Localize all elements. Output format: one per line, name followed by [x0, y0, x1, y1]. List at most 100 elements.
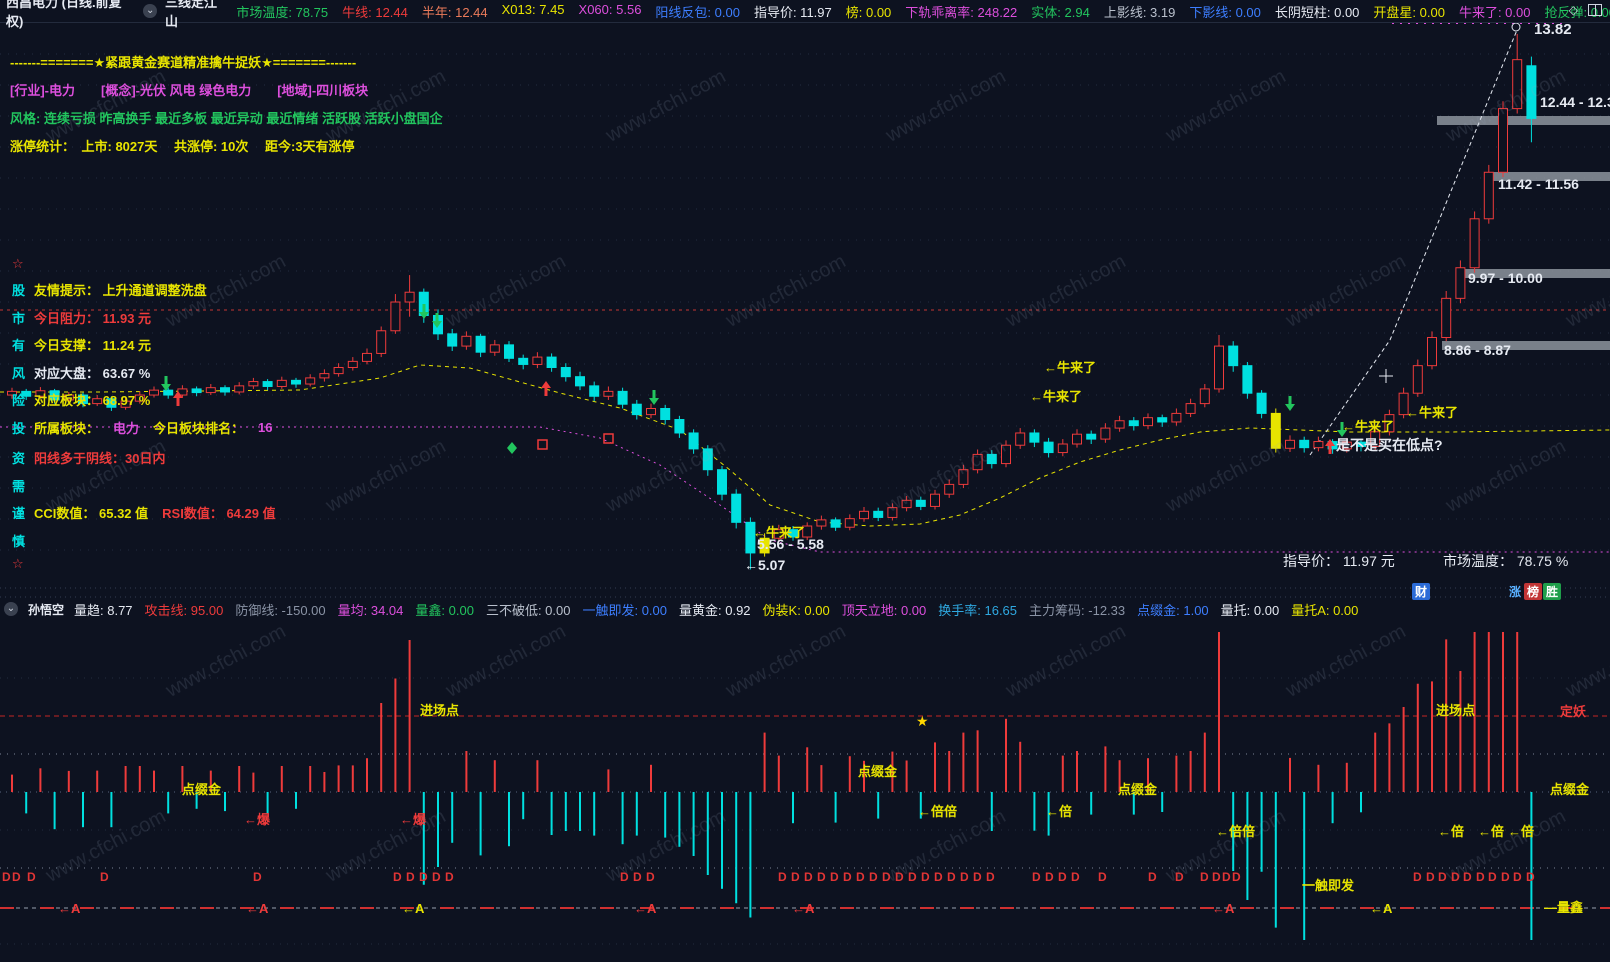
side-row: ☆ [12, 556, 34, 572]
board-name: 三线定江山 [165, 0, 218, 29]
side-vertical-char: 谨 [12, 506, 26, 521]
guide-price-label: 指导价： 11.97 元 [1283, 553, 1395, 569]
a-signal-marker: ←A [792, 901, 815, 916]
d-signal-letter: D [1200, 870, 1209, 884]
signal-annotation: ←倍 [1046, 804, 1073, 819]
d-signal-letter: D [1526, 870, 1535, 884]
side-vertical-char: 股 [12, 283, 26, 298]
d-signal-letter: D [908, 870, 917, 884]
sub-indicator-量鑫: 量鑫: 0.00 [415, 602, 474, 618]
signal-annotation: 一触即发 [1302, 878, 1355, 893]
d-signal-letter: D [1463, 870, 1472, 884]
side-row: 慎 [12, 531, 34, 550]
sub-indicator-换手率: 换手率: 16.65 [938, 602, 1018, 618]
signal-annotation: ←倍 [1508, 824, 1535, 839]
banner-slogan: -------=======★紧跟黄金赛道精准擒牛捉妖★=======-----… [10, 55, 357, 70]
d-signal-letter: D [1222, 870, 1231, 884]
indicator-阳线反包: 阳线反包: 0.00 [655, 4, 740, 20]
side-row: 需 [12, 476, 34, 495]
indicator-上影线: 上影线: 3.19 [1103, 4, 1176, 20]
sub-indicator-顶天立地: 顶天立地: 0.00 [841, 602, 927, 618]
d-signal-letter: D [1476, 870, 1485, 884]
d-signal-letter: D [1413, 870, 1422, 884]
d-signal-letter: D [843, 870, 852, 884]
side-info-text: 今日阻力： 11.93 元 [34, 311, 152, 326]
signal-annotation: ←倍 [1478, 824, 1505, 839]
side-vertical-char: ☆ [12, 556, 24, 571]
price-annotation: ←牛来了 [753, 525, 806, 540]
window-split-icon[interactable] [1588, 4, 1602, 16]
d-signal-letter: D [1148, 870, 1157, 884]
d-signal-letter: D [633, 870, 642, 884]
d-signal-letter: D [432, 870, 441, 884]
price-annotation: ←牛来了 [1406, 405, 1459, 420]
sub-indicator-防御线: 防御线: -150.00 [235, 602, 326, 618]
indicator-指导价: 指导价: 11.97 [753, 4, 832, 20]
side-info-text: 阳线多于阴线：30日内 [34, 451, 166, 466]
price-annotation: 13.82 [1534, 21, 1572, 38]
d-signal-letter: D [1045, 870, 1054, 884]
sub-indicator-一触即发: 一触即发: 0.00 [582, 602, 667, 618]
signal-annotation: 进场点 [1436, 703, 1476, 718]
signal-annotation: 定妖 [1560, 704, 1587, 719]
signal-annotation: —量鑫 [1544, 900, 1584, 915]
side-info-text: 今日板块排名： [153, 421, 245, 436]
d-signal-letter: D [960, 870, 969, 884]
d-signal-letter: D [100, 870, 109, 884]
side-info-text: CCI数值： 65.32 值 [34, 506, 149, 521]
side-vertical-char: 慎 [12, 534, 26, 549]
d-signal-letter: D [620, 870, 629, 884]
side-row: 市今日阻力： 11.93 元 [12, 308, 165, 327]
d-signal-letter: D [791, 870, 800, 884]
d-signal-letter: D [445, 870, 454, 884]
d-signal-letter: D [2, 870, 11, 884]
side-info-text: 对应板块： 68.97 % [34, 393, 151, 408]
price-annotation: 9.97 - 10.00 [1468, 270, 1543, 286]
market-temp-label: 市场温度： 78.75 % [1443, 553, 1569, 569]
indicator-下影线: 下影线: 0.00 [1189, 4, 1261, 20]
price-annotation: ←牛来了 [1044, 360, 1097, 375]
side-vertical-char: 市 [12, 311, 26, 326]
sub-indicator-量托: 量托: 0.00 [1220, 602, 1280, 618]
sub-indicator-主力筹码: 主力筹码: -12.33 [1029, 602, 1126, 618]
signal-annotation: 点缀金 [1118, 782, 1158, 797]
side-vertical-char: 投 [12, 421, 26, 436]
quick-badge-财[interactable]: 财 [1412, 583, 1431, 600]
d-signal-letter: D [986, 870, 995, 884]
indicator-下轨乖离率: 下轨乖离率: 248.22 [905, 4, 1018, 20]
d-signal-letter: D [895, 870, 904, 884]
signal-annotation: ←倍 [1438, 824, 1465, 839]
indicator-牛线: 牛线: 12.44 [342, 4, 408, 20]
d-signal-letter: D [1513, 870, 1522, 884]
top-status-bar: 西昌电力 (日线.前复权) ⌄ 三线定江山 市场温度: 78.75 牛线: 12.… [0, 0, 1610, 29]
side-row: 股友情提示： 上升通道调整洗盘 [12, 280, 221, 299]
quick-badge-涨[interactable]: 涨 [1509, 585, 1522, 599]
diamond-icon[interactable]: ◇ [1568, 3, 1578, 17]
banner-sectors: [行业]-电力 [概念]-光伏 风电 绿色电力 [地域]-四川板块 [10, 83, 369, 98]
side-row: 投所属板块： 电力 今日板块排名： 16 [12, 418, 287, 437]
d-signal-letter: D [830, 870, 839, 884]
signal-annotation: ←爆 [400, 812, 427, 827]
side-vertical-char: 有 [12, 338, 26, 353]
quick-badge-榜[interactable]: 榜 [1524, 583, 1543, 600]
quick-badge-胜[interactable]: 胜 [1543, 583, 1562, 600]
banner-style: 风格: 连续亏损 昨高换手 最近多板 最近异动 最近情绪 活跃股 活跃小盘国企 [10, 111, 443, 126]
indicator-开盘星: 开盘星: 0.00 [1373, 4, 1445, 20]
window-title: 西昌电力 (日线.前复权) [6, 0, 122, 29]
d-signal-letter: D [1438, 870, 1447, 884]
sub-indicator-攻击线: 攻击线: 95.00 [144, 602, 224, 618]
d-signal-letter: D [1058, 870, 1067, 884]
sub-indicator-量均: 量均: 34.04 [337, 602, 404, 618]
indicator-牛来了: 牛来了: 0.00 [1458, 4, 1531, 20]
d-signal-letter: D [973, 870, 982, 884]
chevron-down-icon[interactable]: ⌄ [4, 602, 18, 616]
d-signal-letter: D [1071, 870, 1080, 884]
side-info-text: 电力 [113, 421, 140, 436]
side-info-text: RSI数值： 64.29 值 [162, 506, 276, 521]
signal-annotation: 进场点 [420, 703, 460, 718]
chevron-down-icon[interactable]: ⌄ [143, 4, 158, 18]
indicator-readout-row: 市场温度: 78.75 牛线: 12.44 半年: 12.44 X013: 7.45 X… [236, 2, 1610, 21]
d-signal-letter: D [1426, 870, 1435, 884]
price-annotation: 12.44 - 12.3 [1540, 94, 1610, 110]
